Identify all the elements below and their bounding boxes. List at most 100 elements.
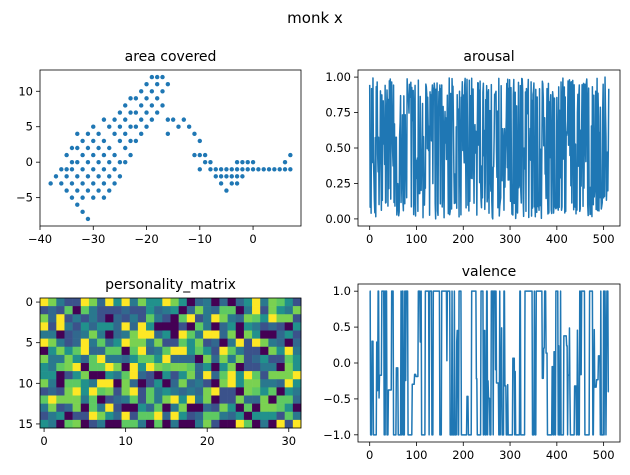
scatter-point — [266, 167, 272, 172]
heatmap-cell — [48, 346, 57, 356]
scatter-point — [101, 117, 107, 122]
personality-matrix-cells — [40, 298, 302, 429]
heatmap-cell — [129, 346, 139, 356]
heatmap-cell — [252, 354, 261, 364]
figure-title: monk x — [287, 9, 343, 27]
scatter-point — [133, 138, 139, 144]
scatter-point — [245, 167, 250, 172]
heatmap-cell — [40, 346, 49, 356]
heatmap-cell — [48, 314, 57, 323]
heatmap-cell — [113, 419, 122, 429]
heatmap-cell — [72, 322, 82, 331]
heatmap-cell — [276, 403, 285, 413]
heatmap-cell — [235, 419, 245, 429]
scatter-point — [250, 159, 256, 165]
heatmap-cell — [40, 306, 49, 315]
heatmap-cell — [186, 395, 196, 404]
scatter-point — [75, 202, 80, 207]
scatter-point — [85, 188, 91, 193]
heatmap-cell — [194, 330, 204, 339]
heatmap-cell — [203, 322, 212, 331]
y-tick-label: 0.5 — [333, 320, 351, 334]
heatmap-cell — [64, 346, 73, 356]
heatmap-cell — [162, 338, 171, 348]
heatmap-cell — [227, 298, 237, 307]
heatmap-cell — [260, 338, 269, 348]
x-tick-label: 20 — [200, 434, 215, 448]
heatmap-cell — [48, 354, 57, 364]
scatter-point — [80, 181, 85, 186]
heatmap-cell — [88, 306, 98, 315]
heatmap-cell — [129, 363, 139, 372]
arousal-line — [368, 76, 610, 220]
heatmap-cell — [162, 403, 171, 413]
heatmap-cell — [97, 363, 106, 372]
heatmap-cell — [292, 395, 302, 404]
scatter-point — [224, 188, 229, 193]
heatmap-cell — [154, 306, 163, 315]
heatmap-cell — [105, 346, 114, 356]
heatmap-cell — [284, 338, 294, 348]
y-tick-label: 1.00 — [325, 70, 351, 84]
heatmap-cell — [72, 363, 82, 372]
heatmap-cell — [203, 306, 212, 315]
heatmap-cell — [268, 387, 277, 396]
heatmap-cell — [146, 338, 155, 348]
heatmap-cell — [178, 395, 188, 404]
heatmap-cell — [129, 379, 139, 388]
y-tick-label: 0.50 — [325, 141, 351, 155]
heatmap-cell — [129, 387, 139, 396]
heatmap-cell — [72, 346, 82, 356]
area-covered-ticks: −40 −30 −20 −10 0 −5 0 5 10 — [16, 84, 257, 246]
heatmap-cell — [88, 322, 98, 331]
scatter-point — [250, 167, 256, 172]
heatmap-cell — [137, 338, 147, 348]
scatter-point — [154, 110, 160, 115]
heatmap-cell — [80, 395, 90, 404]
heatmap-cell — [227, 346, 237, 356]
heatmap-cell — [203, 411, 212, 421]
x-tick-label: 10 — [118, 434, 133, 448]
heatmap-cell — [40, 379, 49, 388]
heatmap-cell — [162, 411, 171, 421]
heatmap-cell — [178, 346, 188, 356]
heatmap-cell — [129, 371, 139, 380]
heatmap-cell — [235, 387, 245, 396]
heatmap-cell — [268, 322, 277, 331]
heatmap-cell — [284, 314, 294, 323]
heatmap-cell — [219, 346, 228, 356]
scatter-point — [234, 159, 240, 165]
heatmap-cell — [80, 411, 90, 421]
scatter-point — [154, 96, 160, 101]
x-tick-label: 300 — [499, 232, 521, 246]
heatmap-cell — [194, 346, 204, 356]
scatter-point — [272, 167, 277, 172]
heatmap-cell — [170, 338, 179, 348]
heatmap-cell — [292, 354, 302, 364]
heatmap-cell — [40, 330, 49, 339]
heatmap-cell — [227, 330, 237, 339]
heatmap-cell — [80, 387, 90, 396]
heatmap-cell — [146, 371, 155, 380]
heatmap-cell — [292, 338, 302, 348]
heatmap-cell — [129, 411, 139, 421]
heatmap-cell — [219, 379, 228, 388]
heatmap-cell — [105, 338, 114, 348]
y-tick-label: −0.5 — [323, 392, 351, 406]
scatter-point — [112, 117, 117, 122]
heatmap-cell — [56, 403, 65, 413]
heatmap-cell — [178, 411, 188, 421]
scatter-point — [128, 138, 133, 144]
heatmap-cell — [276, 379, 285, 388]
heatmap-cell — [105, 371, 114, 380]
scatter-point — [213, 167, 218, 172]
x-tick-label: 0 — [40, 434, 47, 448]
heatmap-cell — [137, 346, 147, 356]
arousal-ticks: 0 100 200 300 400 500 0.00 0.25 0.50 0.75 1.00 — [325, 70, 614, 246]
heatmap-cell — [129, 403, 139, 413]
scatter-point — [197, 138, 202, 144]
heatmap-cell — [243, 354, 253, 364]
heatmap-cell — [113, 298, 122, 307]
heatmap-cell — [40, 395, 49, 404]
heatmap-cell — [235, 330, 245, 339]
